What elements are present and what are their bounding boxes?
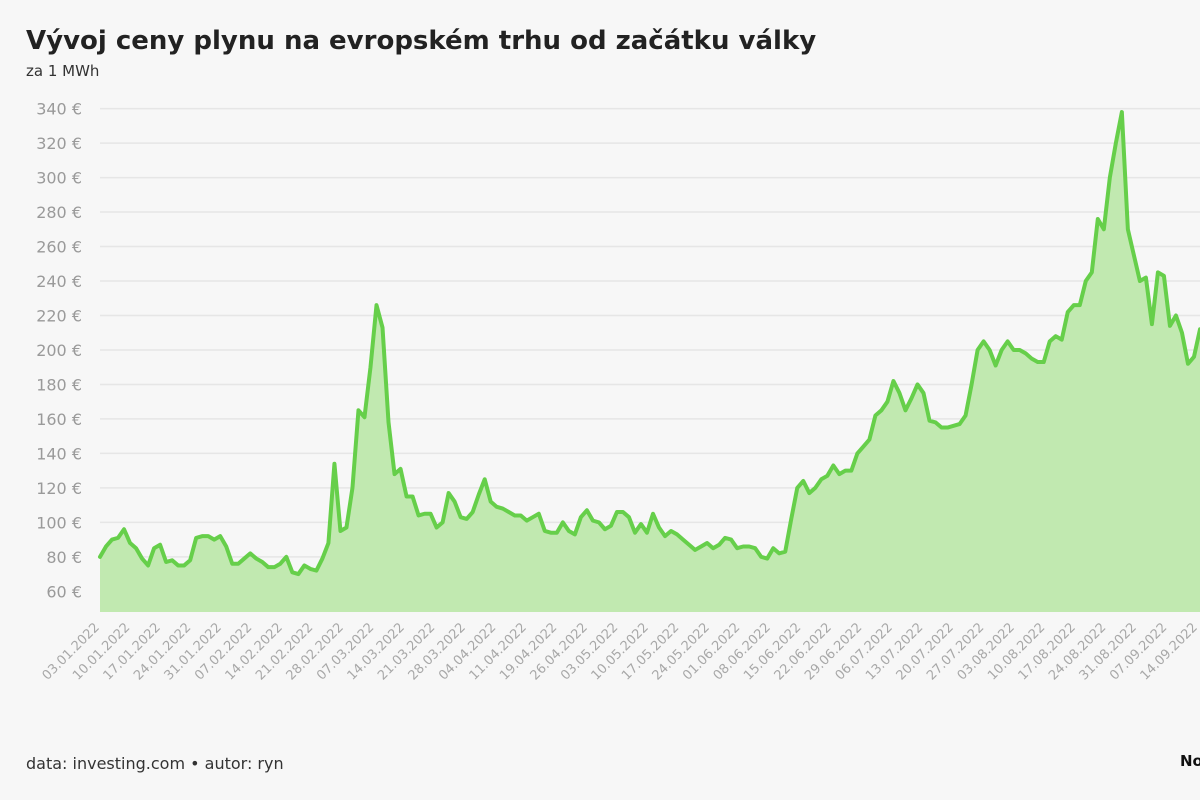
y-tick-label: 200 € <box>36 341 82 360</box>
brand-label: No <box>1180 752 1200 770</box>
y-tick-label: 120 € <box>36 479 82 498</box>
y-axis: 60 € 80 € 100 € 120 € 140 € 160 € 180 € 200 € 22… <box>36 100 82 602</box>
y-tick-label: 280 € <box>36 203 82 222</box>
y-tick-label: 260 € <box>36 238 82 257</box>
y-tick-label: 100 € <box>36 513 82 532</box>
y-tick-label: 60 € <box>46 582 82 601</box>
y-tick-label: 220 € <box>36 306 82 325</box>
series-line <box>98 110 1200 577</box>
source-credit: data: investing.com • autor: ryn <box>26 754 284 773</box>
y-tick-label: 340 € <box>36 100 82 119</box>
x-axis: 03.01.202210.01.202217.01.202224.01.2022… <box>40 620 1200 683</box>
y-tick-label: 300 € <box>36 169 82 188</box>
series-area <box>100 112 1200 612</box>
y-tick-label: 240 € <box>36 272 82 291</box>
page-subtitle: za 1 MWh <box>26 62 100 80</box>
y-tick-label: 160 € <box>36 410 82 429</box>
y-tick-label: 320 € <box>36 134 82 153</box>
page-title: Vývoj ceny plynu na evropském trhu od za… <box>26 26 817 56</box>
y-tick-label: 180 € <box>36 375 82 394</box>
y-tick-label: 80 € <box>46 548 82 567</box>
y-tick-label: 140 € <box>36 444 82 463</box>
